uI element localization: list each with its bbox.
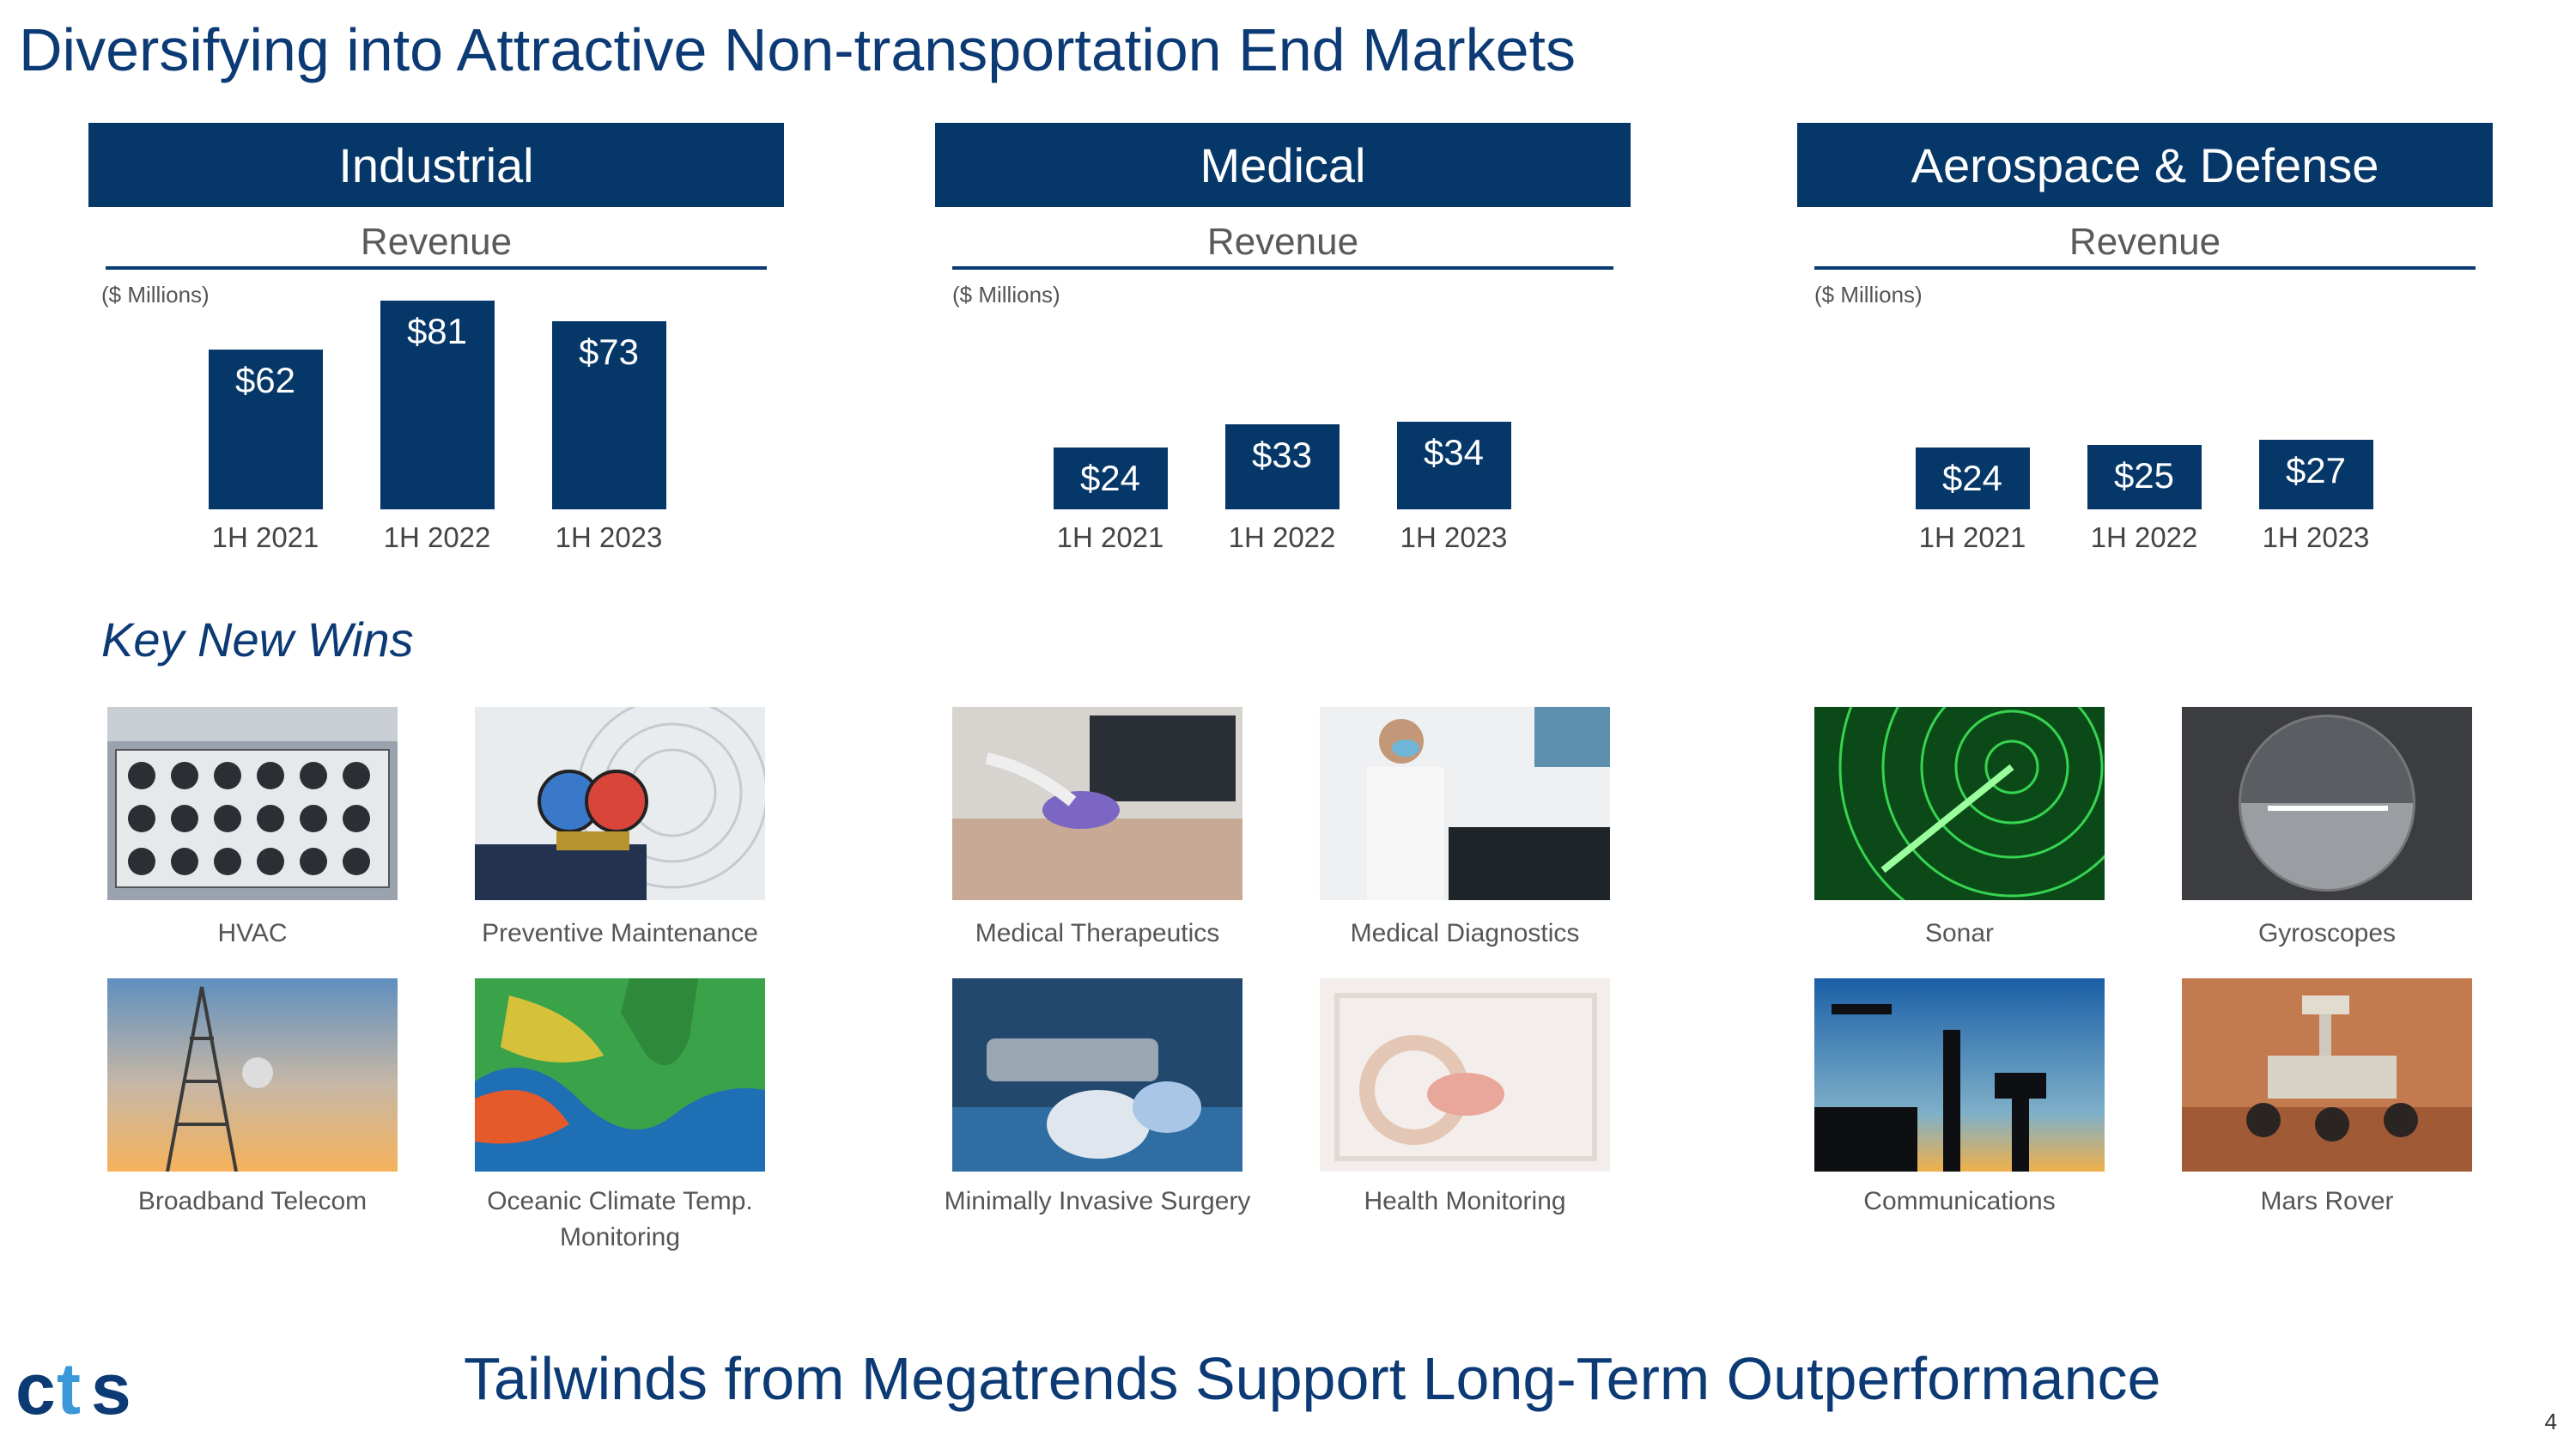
x-tick-label: 1H 2022: [1228, 521, 1336, 553]
svg-text:c: c: [15, 1357, 56, 1426]
caption-communications: Communications: [1863, 1187, 2056, 1215]
bar: [1915, 447, 2030, 509]
cts-logo: c t s: [15, 1349, 153, 1430]
caption-oceanic-climate: Oceanic Climate Temp. Monitoring: [487, 1187, 753, 1251]
bar-chart-medical: $24 1H 2021 $33 1H 2022 $34 1H 2023: [952, 301, 1613, 567]
bar-value-label: $81: [406, 311, 468, 351]
units-note: ($ Millions): [952, 282, 1060, 307]
page-number: 4: [2544, 1409, 2557, 1434]
segment-header-aerospace-defense: Aerospace & Defense: [1797, 123, 2493, 207]
bar-value-label: $73: [578, 332, 640, 372]
bar-value-label: $27: [2285, 450, 2347, 490]
hvac-units-image: [107, 707, 398, 900]
bar: [2258, 440, 2373, 509]
surgical-microscope-image: [952, 978, 1242, 1172]
ship-antenna-image: [1814, 978, 2105, 1172]
bar-value-label: $24: [1941, 458, 2003, 498]
units-note: ($ Millions): [101, 282, 210, 307]
svg-text:s: s: [91, 1357, 131, 1426]
x-tick-label: 1H 2021: [1056, 521, 1164, 553]
mars-rover-image: [2182, 978, 2472, 1172]
caption-preventive-maintenance: Preventive Maintenance: [482, 919, 758, 947]
caption-broadband-telecom: Broadband Telecom: [137, 1187, 368, 1215]
segment-header-medical: Medical: [935, 123, 1631, 207]
caption-sonar: Sonar: [1924, 919, 1995, 947]
ultrasound-operator-image: [1320, 707, 1610, 900]
revenue-divider: [1814, 266, 2476, 270]
sonar-screen-image: [1814, 707, 2105, 900]
caption-health-monitoring: Health Monitoring: [1364, 1187, 1566, 1215]
bar-value-label: $33: [1251, 435, 1313, 475]
pressure-gauges-image: [475, 707, 765, 900]
ocean-temp-map-image: [475, 978, 765, 1172]
caption-minimally-invasive-surgery: Minimally Invasive Surgery: [944, 1187, 1251, 1215]
x-tick-label: 1H 2021: [1918, 521, 2026, 553]
x-tick-label: 1H 2023: [2262, 521, 2370, 553]
x-tick-label: 1H 2023: [555, 521, 663, 553]
x-tick-label: 1H 2022: [2090, 521, 2198, 553]
caption-medical-diagnostics: Medical Diagnostics: [1350, 919, 1580, 947]
x-tick-label: 1H 2022: [383, 521, 491, 553]
incubator-image: [1320, 978, 1610, 1172]
bar: [208, 350, 323, 509]
segment-header-industrial: Industrial: [88, 123, 784, 207]
attitude-indicator-image: [2182, 707, 2472, 900]
page-title: Diversifying into Attractive Non-transpo…: [19, 16, 1576, 83]
revenue-label: Revenue: [2069, 221, 2221, 263]
footer-tagline: Tailwinds from Megatrends Support Long-T…: [464, 1345, 2161, 1412]
bar: [1053, 447, 1168, 509]
bar-value-label: $25: [2113, 455, 2175, 496]
key-wins-heading: Key New Wins: [101, 612, 414, 667]
svg-text:t: t: [57, 1357, 81, 1426]
ultrasound-probe-image: [952, 707, 1242, 900]
revenue-divider: [952, 266, 1613, 270]
bar: [1224, 424, 1340, 509]
bar: [551, 321, 666, 509]
bar: [1396, 422, 1511, 509]
x-tick-label: 1H 2023: [1400, 521, 1508, 553]
revenue-label: Revenue: [1206, 221, 1359, 263]
caption-hvac: HVAC: [217, 919, 288, 947]
bar-value-label: $62: [234, 360, 296, 400]
bar-chart-industrial: $62 1H 2021 $81 1H 2022 $73 1H 2023: [106, 301, 767, 567]
bar-value-label: $24: [1079, 458, 1141, 498]
bar: [380, 301, 495, 509]
x-tick-label: 1H 2021: [211, 521, 319, 553]
bar-chart-aerospace-defense: $24 1H 2021 $25 1H 2022 $27 1H 2023: [1814, 301, 2476, 567]
caption-gyroscopes: Gyroscopes: [2257, 919, 2397, 947]
bar-value-label: $34: [1423, 432, 1485, 472]
cell-tower-image: [107, 978, 398, 1172]
revenue-label: Revenue: [360, 221, 513, 263]
caption-medical-therapeutics: Medical Therapeutics: [975, 919, 1220, 947]
units-note: ($ Millions): [1814, 282, 1923, 307]
caption-mars-rover: Mars Rover: [2260, 1187, 2394, 1215]
revenue-divider: [106, 266, 767, 270]
bar: [2087, 445, 2202, 509]
